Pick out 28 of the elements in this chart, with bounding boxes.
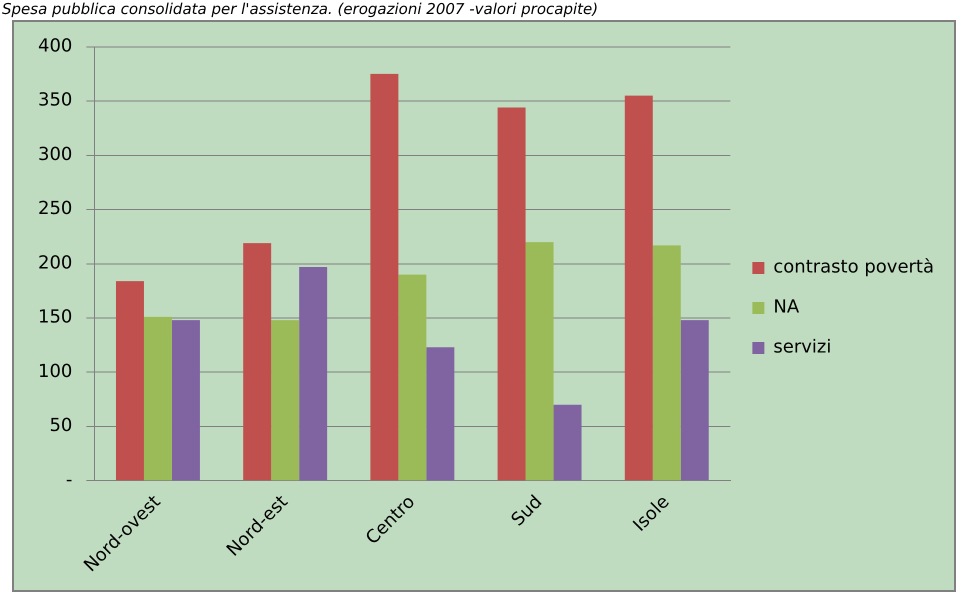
bar bbox=[172, 320, 200, 480]
bar bbox=[652, 245, 681, 480]
y-tick-label: 150 bbox=[38, 306, 72, 328]
y-tick-label: 350 bbox=[38, 90, 72, 111]
y-tick-label: - bbox=[66, 469, 72, 490]
bar bbox=[144, 316, 172, 480]
bar bbox=[554, 404, 582, 480]
bar bbox=[370, 74, 398, 480]
y-tick-label: 300 bbox=[38, 144, 72, 165]
legend-label: NA bbox=[773, 296, 800, 318]
bar bbox=[526, 242, 554, 480]
chart-title: Spesa pubblica consolidata per l'assistenza. (erogazioni 2007 -valori procapite) bbox=[2, 0, 598, 18]
bar bbox=[398, 274, 426, 480]
bar bbox=[680, 320, 709, 480]
y-tick-label: 100 bbox=[38, 360, 72, 382]
bar bbox=[498, 108, 526, 480]
bar bbox=[426, 347, 454, 480]
legend-label: contrasto povertà bbox=[773, 256, 934, 278]
y-tick-label: 400 bbox=[38, 35, 72, 56]
bar bbox=[243, 243, 272, 480]
bar bbox=[116, 281, 144, 480]
bar bbox=[299, 267, 328, 480]
y-tick-label: 250 bbox=[38, 198, 72, 220]
legend-label: servizi bbox=[773, 336, 832, 358]
bar bbox=[271, 320, 300, 480]
y-tick-label: 50 bbox=[49, 415, 72, 436]
bar bbox=[624, 96, 653, 480]
y-tick-label: 200 bbox=[38, 252, 72, 274]
